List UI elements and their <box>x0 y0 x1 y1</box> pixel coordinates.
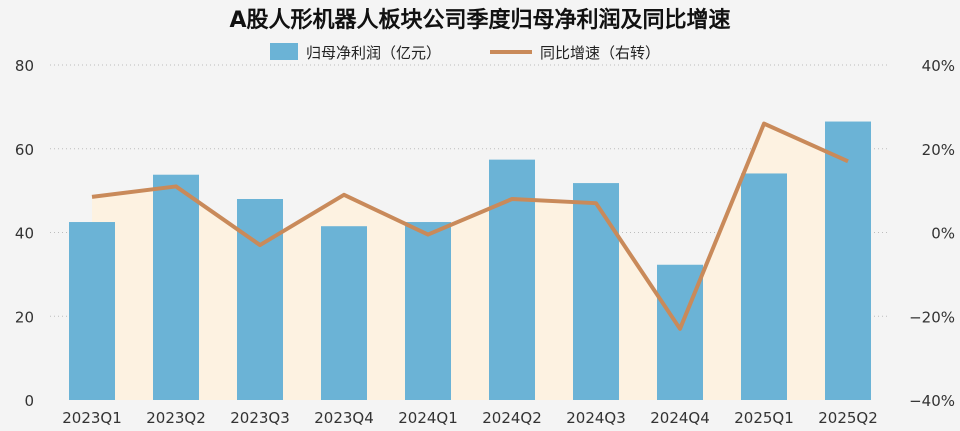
x-tick-label: 2023Q4 <box>314 409 374 427</box>
chart-title: A股人形机器人板块公司季度归母净利润及同比增速 <box>229 7 730 33</box>
bar-2023Q3 <box>237 199 283 400</box>
bar-2025Q2 <box>825 121 871 400</box>
x-tick-label: 2023Q1 <box>62 409 122 427</box>
y-tick-right: 20% <box>922 141 955 159</box>
x-tick-label: 2025Q1 <box>734 409 794 427</box>
line-area <box>92 123 848 400</box>
y-tick-right: −40% <box>909 392 955 410</box>
legend: 归母净利润（亿元） 同比增速（右转） <box>270 43 660 62</box>
y-tick-right: −20% <box>909 308 955 326</box>
growth-line <box>91 121 849 331</box>
growth-line-path <box>91 121 849 331</box>
x-tick-label: 2023Q2 <box>146 409 206 427</box>
x-tick-label: 2025Q2 <box>818 409 878 427</box>
y-tick-left: 40 <box>15 225 34 243</box>
bar-2023Q1 <box>69 222 115 400</box>
legend-label-line: 同比增速（右转） <box>540 44 660 62</box>
legend-label-bar: 归母净利润（亿元） <box>306 44 441 62</box>
y-tick-right: 0% <box>931 225 955 243</box>
bar-2024Q2 <box>489 159 535 400</box>
bar-2025Q1 <box>741 173 787 400</box>
y-axis-right: −40% −20% 0% 20% 40% <box>909 57 955 410</box>
bar-2023Q4 <box>321 226 367 400</box>
x-tick-label: 2024Q1 <box>398 409 458 427</box>
y-tick-left: 20 <box>15 308 34 326</box>
legend-swatch-bar <box>270 43 298 60</box>
bar-2023Q2 <box>153 174 199 400</box>
y-tick-left: 60 <box>15 141 34 159</box>
x-tick-label: 2024Q4 <box>650 409 710 427</box>
line-area-fill <box>92 123 848 400</box>
x-tick-label: 2024Q3 <box>566 409 626 427</box>
y-tick-left: 80 <box>15 57 34 75</box>
y-tick-right: 40% <box>922 57 955 75</box>
bar-2024Q1 <box>405 222 451 400</box>
y-axis-left: 0 20 40 60 80 <box>15 57 34 410</box>
y-tick-left: 0 <box>24 392 34 410</box>
bar-2024Q3 <box>573 183 619 400</box>
x-tick-label: 2024Q2 <box>482 409 542 427</box>
x-axis: 2023Q1 2023Q2 2023Q3 2023Q4 2024Q1 2024Q2 2024… <box>62 409 878 427</box>
x-tick-label: 2023Q3 <box>230 409 290 427</box>
